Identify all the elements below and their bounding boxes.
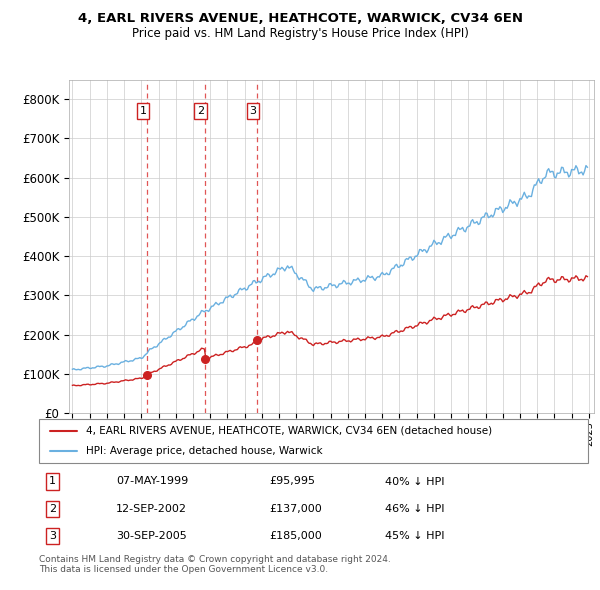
Text: 2: 2: [49, 504, 56, 514]
Text: 40% ↓ HPI: 40% ↓ HPI: [385, 477, 445, 487]
Text: 3: 3: [250, 106, 257, 116]
Text: Contains HM Land Registry data © Crown copyright and database right 2024.
This d: Contains HM Land Registry data © Crown c…: [39, 555, 391, 574]
Text: Price paid vs. HM Land Registry's House Price Index (HPI): Price paid vs. HM Land Registry's House …: [131, 27, 469, 40]
Text: 45% ↓ HPI: 45% ↓ HPI: [385, 531, 445, 541]
Text: £137,000: £137,000: [269, 504, 322, 514]
Text: 4, EARL RIVERS AVENUE, HEATHCOTE, WARWICK, CV34 6EN: 4, EARL RIVERS AVENUE, HEATHCOTE, WARWIC…: [77, 12, 523, 25]
Text: 2: 2: [197, 106, 204, 116]
Text: 12-SEP-2002: 12-SEP-2002: [116, 504, 187, 514]
Text: 07-MAY-1999: 07-MAY-1999: [116, 477, 188, 487]
Text: £95,995: £95,995: [269, 477, 316, 487]
Text: 1: 1: [49, 477, 56, 487]
Text: 46% ↓ HPI: 46% ↓ HPI: [385, 504, 445, 514]
FancyBboxPatch shape: [39, 419, 588, 463]
Text: HPI: Average price, detached house, Warwick: HPI: Average price, detached house, Warw…: [86, 446, 322, 456]
Text: 4, EARL RIVERS AVENUE, HEATHCOTE, WARWICK, CV34 6EN (detached house): 4, EARL RIVERS AVENUE, HEATHCOTE, WARWIC…: [86, 426, 492, 436]
Text: 3: 3: [49, 531, 56, 541]
Text: 1: 1: [140, 106, 146, 116]
Text: £185,000: £185,000: [269, 531, 322, 541]
Text: 30-SEP-2005: 30-SEP-2005: [116, 531, 187, 541]
